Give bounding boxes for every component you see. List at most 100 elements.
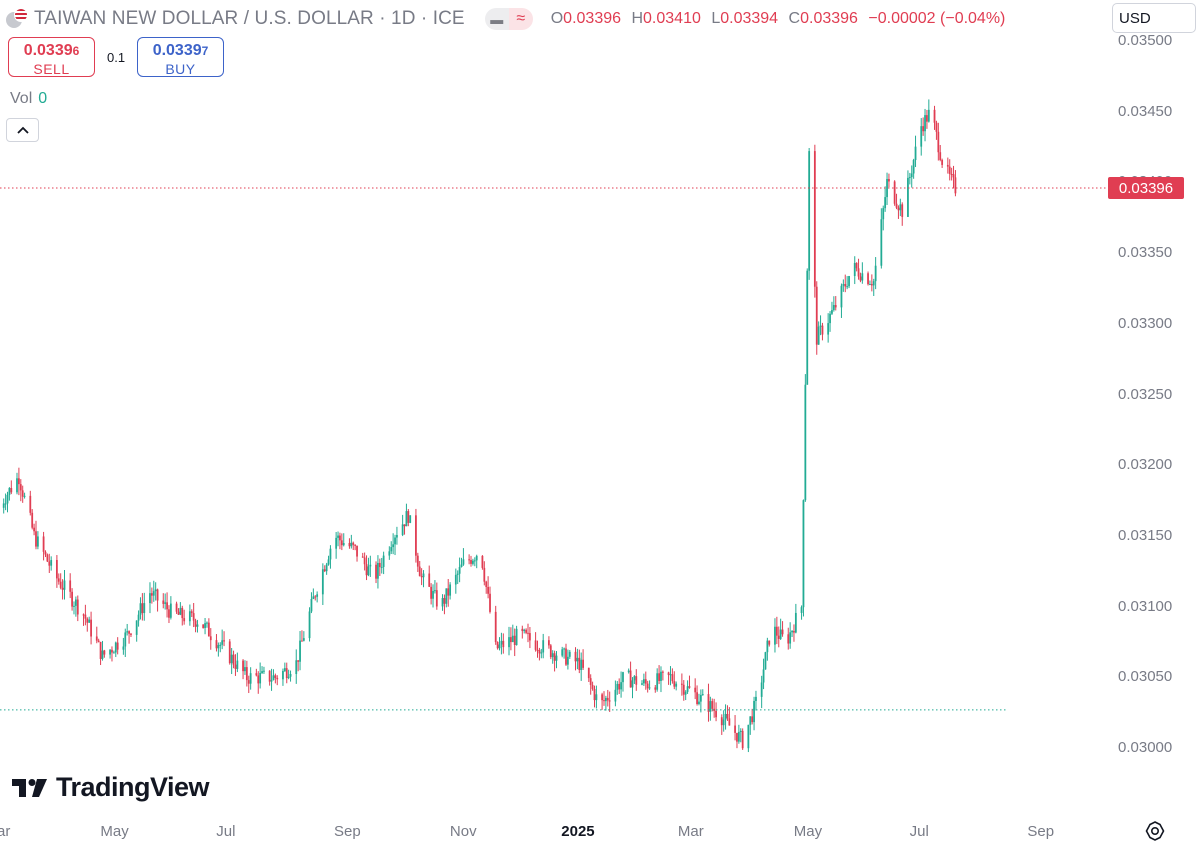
candle-body — [76, 599, 79, 615]
candle-body — [753, 700, 755, 723]
candle-body — [494, 611, 497, 643]
candle-body — [209, 636, 212, 641]
candle-body — [561, 649, 564, 656]
candle-body — [701, 694, 704, 696]
candle-body — [388, 551, 391, 556]
candle-body — [206, 622, 208, 624]
candle-body — [593, 688, 596, 701]
candle-body — [297, 660, 300, 662]
candle-body — [641, 683, 643, 685]
candle-body — [454, 574, 457, 585]
candle-body — [130, 633, 132, 635]
candle-body — [396, 535, 398, 538]
candle-body — [468, 559, 471, 561]
candle-body — [589, 678, 592, 685]
candle-body — [922, 126, 925, 132]
candle-body — [475, 555, 478, 561]
candle-body — [646, 683, 649, 689]
candle-body — [435, 590, 438, 607]
candle-body — [751, 716, 754, 723]
candle-body — [515, 628, 518, 646]
candle-body — [523, 629, 526, 632]
candle-body — [314, 596, 317, 598]
candle-body — [295, 660, 298, 675]
buy-price-small: 7 — [201, 44, 209, 58]
candle-body — [529, 633, 531, 641]
candle-body — [521, 628, 524, 632]
candle-body — [35, 531, 37, 547]
candle-body — [941, 159, 944, 165]
candle-body — [114, 642, 117, 653]
candle-body — [356, 545, 358, 557]
current-price-tag: 0.03396 — [1108, 177, 1184, 199]
sell-button[interactable]: 0.03396 SELL — [8, 37, 95, 77]
candle-body — [859, 276, 862, 281]
candle-body — [587, 667, 590, 679]
symbol-title[interactable]: TAIWAN NEW DOLLAR / U.S. DOLLAR · 1D · I… — [34, 8, 465, 29]
time-axis-tick: Nov — [449, 823, 477, 840]
buy-button[interactable]: 0.03397 BUY — [137, 37, 224, 77]
candle-body — [217, 645, 220, 649]
candle-body — [884, 197, 887, 209]
candle-body — [470, 559, 472, 564]
candle-body — [405, 511, 408, 527]
collapse-legend-button[interactable] — [6, 118, 39, 142]
time-axis-tick: Mar — [677, 823, 704, 840]
candle-body — [36, 536, 39, 547]
tradingview-logo-icon — [12, 778, 47, 797]
volume-legend[interactable]: Vol 0 — [10, 90, 47, 108]
candle-body — [232, 654, 235, 665]
candle-body — [534, 640, 537, 650]
candle-body — [673, 681, 676, 687]
sell-price: 0.03396 — [9, 42, 94, 60]
candle-body — [325, 564, 328, 572]
candle-body — [207, 622, 210, 637]
candle-body — [112, 652, 115, 654]
candle-body — [16, 478, 18, 493]
candle-body — [642, 679, 645, 684]
candle-body — [538, 650, 541, 654]
candle-body — [844, 283, 847, 287]
candle-body — [954, 177, 957, 194]
candle-body — [409, 515, 412, 523]
tradingview-logo[interactable]: TradingView — [12, 772, 210, 803]
candle-body — [44, 551, 47, 555]
candle-body — [352, 542, 355, 545]
candle-body — [950, 173, 953, 175]
candle-body — [432, 590, 434, 599]
gear-icon[interactable] — [1144, 820, 1166, 842]
candle-body — [899, 204, 902, 211]
candle-body — [766, 640, 769, 653]
candle-body — [815, 286, 818, 345]
candle-body — [760, 682, 763, 697]
candle-body — [394, 537, 396, 545]
candle-body — [709, 701, 712, 712]
candle-body — [937, 131, 940, 153]
candle-body — [726, 713, 729, 719]
candle-body — [430, 586, 433, 599]
candle-body — [101, 650, 104, 659]
currency-select[interactable]: USD — [1112, 3, 1196, 33]
candle-body — [861, 273, 864, 281]
candle-body — [183, 618, 186, 622]
candle-body — [694, 687, 697, 693]
candle-body — [369, 564, 372, 567]
candle-body — [551, 653, 554, 658]
candle-body — [622, 672, 624, 683]
candle-body — [377, 562, 379, 579]
candle-body — [831, 310, 833, 314]
candle-body — [669, 674, 672, 676]
minus-icon[interactable]: ▬ — [484, 8, 509, 30]
wave-icon[interactable]: ≈ — [508, 8, 533, 30]
candle-body — [196, 624, 199, 627]
price-axis-tick: 0.03350 — [1118, 244, 1173, 262]
candle-body — [513, 635, 516, 646]
indicator-toggle[interactable]: ▬ ≈ — [484, 8, 533, 30]
candle-body — [126, 631, 129, 633]
candle-body — [578, 657, 581, 670]
candle-body — [648, 687, 651, 689]
candle-body — [156, 589, 159, 601]
candle-body — [403, 524, 406, 527]
candle-body — [948, 166, 951, 174]
